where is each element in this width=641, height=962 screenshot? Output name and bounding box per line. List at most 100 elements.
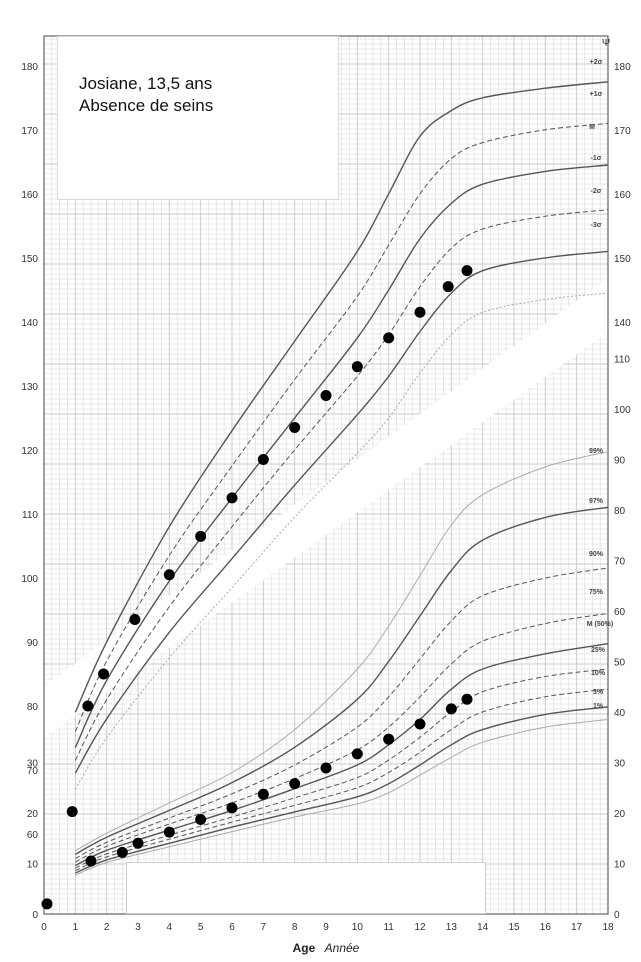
weight-tick-label-left: 20 [27,809,39,820]
height-curve [74,81,609,713]
weight-tick-label-right: 80 [614,506,626,517]
x-tick-label: 4 [167,922,173,933]
x-tick-label: 3 [135,922,141,933]
weight-tick-label-right: 60 [614,607,626,618]
weight-measurement-point [383,733,395,745]
x-tick-label: 16 [540,922,552,933]
weight-curve-label: 3% [593,689,604,696]
x-tick-label: 6 [229,922,235,933]
x-tick-label: 9 [323,922,329,933]
height-curve-label: +2σ [590,59,603,66]
weight-curve [75,451,609,852]
annotation-observation: Absence de seins [79,96,214,115]
weight-curve [75,719,609,876]
weight-tick-label-right: 40 [614,708,626,719]
weight-curve-label: 99% [589,448,604,455]
height-curve [74,122,609,732]
weight-measurement-point [445,703,457,715]
weight-measurement-point [41,898,53,910]
weight-curve [75,706,609,874]
weight-measurement-point [116,846,128,858]
blank-label-box [126,862,486,914]
height-tick-label-left: 70 [27,766,39,777]
height-curve-label: M [589,124,595,131]
weight-measurement-point [289,778,301,790]
weight-tick-label-left: 0 [32,910,38,921]
x-tick-label: 17 [571,922,583,933]
x-tick-label: 5 [198,922,204,933]
height-measurement-point [442,281,454,293]
height-tick-label-left: 180 [21,62,38,73]
weight-measurement-point [257,788,269,800]
height-curve-label: -2σ [590,188,601,195]
weight-measurement-point [351,748,363,760]
weight-tick-label-right: 0 [614,910,620,921]
height-curve-label: +1σ [590,91,603,98]
measurement-points [41,265,473,910]
height-tick-label-left: 160 [21,190,38,201]
weight-curve [74,643,609,867]
x-tick-label: 13 [446,922,458,933]
weight-curve-label: 97% [589,498,604,505]
height-measurement-point [195,530,207,542]
curve-labels: +2σ +1σ M -1σ -2σ -3σ 99% 97% 90% 75% M (50%) 25% 10… [587,59,613,710]
height-tick-label-left: 100 [21,574,38,585]
weight-measurement-point [85,855,97,867]
height-tick-label-left: 150 [21,254,38,265]
height-measurement-point [414,306,426,318]
x-tick-label: 0 [41,922,47,933]
height-tick-label-left: 140 [21,318,38,329]
x-tick-label: 1 [73,922,79,933]
height-measurement-point [82,700,94,712]
height-tick-label-right: 150 [614,254,631,265]
weight-curve-label: M (50%) [587,621,613,628]
weight-measurement-point [226,802,238,814]
height-measurement-point [383,332,395,344]
height-tick-label-right: 160 [614,190,631,201]
height-tick-label-left: 90 [27,638,39,649]
weight-curve-label: 75% [589,589,604,596]
weight-measurement-point [414,718,426,730]
weight-tick-label-right: 70 [614,556,626,567]
weight-curve [75,567,609,859]
height-curve-label: -1σ [590,155,601,162]
weight-tick-label-right: 20 [614,809,626,820]
weight-measurement-point [461,693,473,705]
x-tick-label: 7 [261,922,267,933]
weight-tick-label-right: 110 [614,354,630,365]
tick-labels: 0 1 2 3 4 5 6 7 8 9 10 11 12 13 14 15 16 17 18607080901001… [21,62,631,933]
x-tick-label: 18 [602,922,614,933]
weight-measurement-point [163,826,175,838]
weight-tick-label-right: 50 [614,657,626,668]
height-curve [74,209,609,761]
weight-curve-label: 90% [589,551,604,558]
x-axis-title-age: Age [293,941,316,955]
x-tick-label: 10 [352,922,364,933]
weight-tick-label-right: 10 [614,859,626,870]
height-curve [74,250,609,774]
weight-measurement-point [195,814,207,826]
weight-tick-label-right: 30 [614,758,626,769]
reference-curves [74,81,609,876]
x-tick-label: 14 [477,922,489,933]
weight-curve [74,506,609,856]
x-axis-title-annee: Année [324,941,360,955]
height-tick-label-left: 60 [27,830,39,841]
weight-curve-label: 10% [591,670,606,677]
height-measurement-point [66,806,78,818]
height-measurement-point [289,421,301,433]
height-measurement-point [461,265,473,277]
height-tick-label-right: 140 [614,318,631,329]
annotation-box [57,36,339,200]
x-tick-label: 15 [508,922,520,933]
x-tick-label: 12 [414,922,426,933]
height-tick-label-left: 80 [27,702,39,713]
height-measurement-point [129,614,141,626]
height-tick-label-left: 130 [21,382,38,393]
weight-curve-label: 1% [593,703,604,710]
height-curve [74,164,609,748]
separator-band [44,278,608,738]
height-tick-label-left: 120 [21,446,38,457]
height-tick-label-left: 170 [21,126,38,137]
height-curve-label: -3σ [590,222,601,229]
